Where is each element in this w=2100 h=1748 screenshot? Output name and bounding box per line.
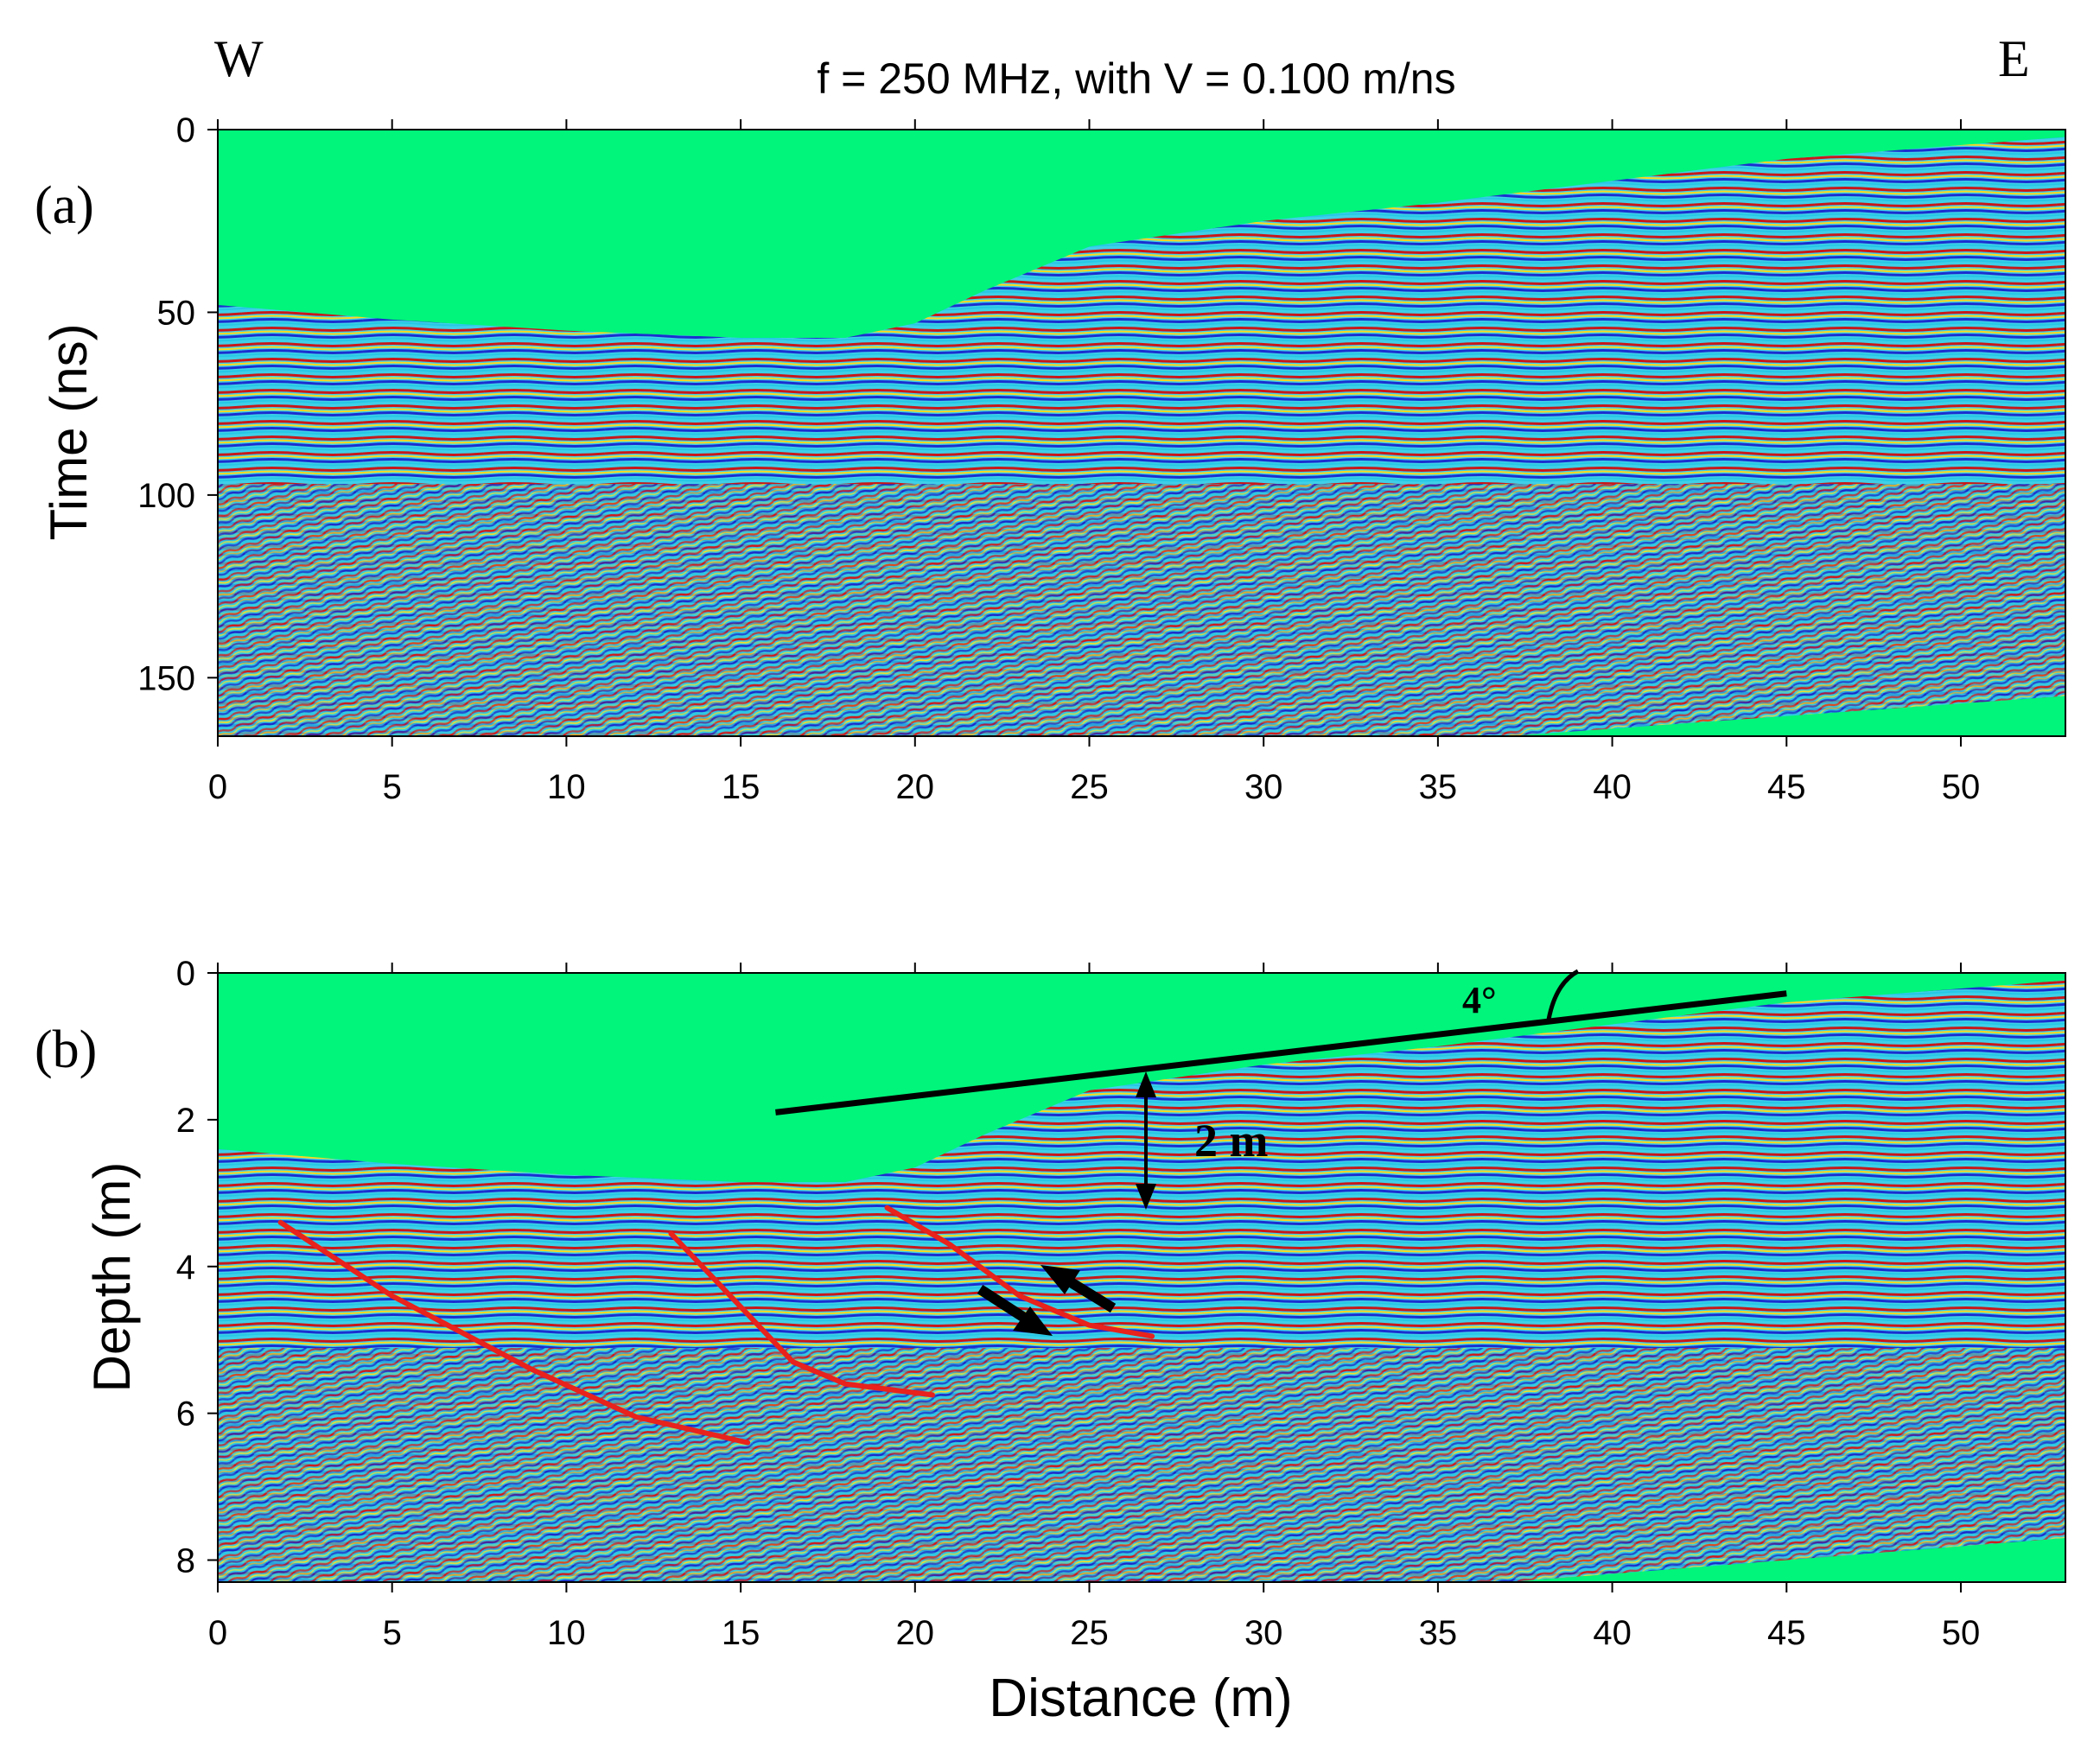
- panel-a-xtick-label: 50: [1942, 768, 1981, 806]
- panel-b-ytick-label: 4: [176, 1249, 195, 1287]
- panel-b-xtick-label: 15: [722, 1614, 760, 1652]
- panel-b-xtick-label: 30: [1244, 1614, 1283, 1652]
- panel-a-ytick-label: 100: [137, 477, 195, 515]
- panel-a-xtick-label: 15: [722, 768, 760, 806]
- panel-a-ticks: 0 5 10 15 20 25 30 35 40 45 50 0 50 100 150: [137, 111, 1980, 806]
- panel-b-ytick-label: 8: [176, 1542, 195, 1580]
- panel-a-axes-frame: [217, 129, 2066, 737]
- panel-b-ytick-label: 2: [176, 1102, 195, 1140]
- panel-a-y-axis-label: Time (ns): [40, 323, 98, 540]
- panel-a-xtick-label: 25: [1070, 768, 1109, 806]
- panel-a-deep-noise: [218, 484, 2065, 736]
- panel-b-xtick-label: 0: [208, 1614, 227, 1652]
- panel-b-ticks: 0 5 10 15 20 25 30 35 40 45 50 0 2 4 6 8: [176, 955, 1980, 1652]
- panel-a-xtick-label: 30: [1244, 768, 1283, 806]
- panel-b-xtick-label: 5: [383, 1614, 402, 1652]
- panel-b-axes-frame: [217, 972, 2066, 1583]
- panel-a-xtick-label: 20: [896, 768, 935, 806]
- angle-label: 4°: [1462, 979, 1497, 1021]
- figure-title: f = 250 MHz, with V = 0.100 m/ns: [817, 54, 1455, 103]
- fault-lines: [277, 1205, 1155, 1446]
- panel-a-no-data-region: [218, 696, 2065, 736]
- x-axis-label: Distance (m): [989, 1669, 1292, 1728]
- panel-a-air-region: [218, 130, 2065, 339]
- panel-a-xtick-label: 0: [208, 768, 227, 806]
- panel-b-deep-noise: [218, 1348, 2065, 1582]
- fault-line-1: [277, 1219, 751, 1446]
- panel-b-xtick-label: 45: [1767, 1614, 1806, 1652]
- panel-a-ytick-label: 150: [137, 659, 195, 697]
- panel-a-xtick-label: 45: [1767, 768, 1806, 806]
- panel-b-ytick-label: 6: [176, 1395, 195, 1433]
- panel-b-xtick-label: 40: [1593, 1614, 1632, 1652]
- panel-b-ytick-label: 0: [176, 955, 195, 993]
- panel-a: (a) 0 5 10 15 20 25 30 35 40 45 50 0 50 100 150 Time (…: [35, 111, 2066, 806]
- fault-displacement-arrows: [977, 1265, 1117, 1336]
- panel-a-xtick-label: 35: [1419, 768, 1458, 806]
- panel-label-b: (b): [35, 1020, 97, 1079]
- panel-b-air-region: [218, 973, 2065, 1183]
- panel-a-ytick-label: 50: [157, 294, 196, 332]
- thickness-label: 2 m: [1194, 1115, 1269, 1166]
- fault-line-2: [668, 1230, 935, 1398]
- slope-line: [775, 990, 1787, 1116]
- fault-line-3: [884, 1205, 1155, 1339]
- panel-a-xtick-label: 10: [547, 768, 586, 806]
- east-label: E: [1998, 30, 2030, 87]
- panel-label-a: (a): [35, 176, 94, 235]
- panel-b-no-data-region: [218, 1538, 2065, 1582]
- panel-b-xtick-label: 50: [1942, 1614, 1981, 1652]
- panel-b-xtick-label: 20: [896, 1614, 935, 1652]
- panel-a-ytick-label: 0: [176, 111, 195, 149]
- panel-a-xtick-label: 40: [1593, 768, 1632, 806]
- panel-b-xtick-label: 35: [1419, 1614, 1458, 1652]
- panel-a-xtick-label: 5: [383, 768, 402, 806]
- panel-b-xtick-label: 25: [1070, 1614, 1109, 1652]
- panel-b-xtick-label: 10: [547, 1614, 586, 1652]
- panel-b-y-axis-label: Depth (m): [83, 1162, 141, 1393]
- thickness-double-arrow: [1136, 1071, 1156, 1210]
- west-label: W: [214, 30, 264, 87]
- angle-arc: [1546, 969, 1580, 1020]
